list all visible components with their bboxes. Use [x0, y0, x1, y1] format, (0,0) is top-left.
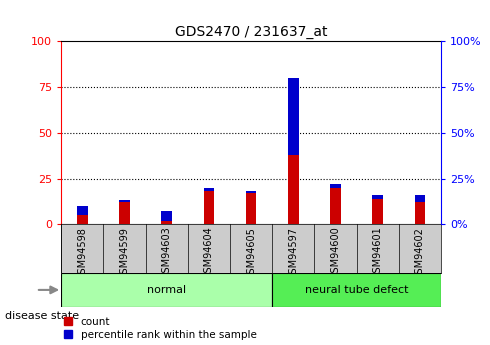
Bar	[330, 184, 341, 188]
Text: GSM94604: GSM94604	[204, 227, 214, 279]
Bar	[330, 188, 341, 224]
Legend: count, percentile rank within the sample: count, percentile rank within the sample	[64, 317, 257, 340]
Bar	[415, 195, 425, 224]
Bar	[246, 191, 256, 193]
Bar	[77, 215, 88, 224]
Bar	[162, 220, 172, 224]
Bar	[246, 193, 256, 224]
Text: GSM94605: GSM94605	[246, 227, 256, 279]
Bar	[61, 273, 272, 307]
Text: GSM94600: GSM94600	[331, 227, 341, 279]
Text: GSM94601: GSM94601	[373, 227, 383, 279]
Text: GSM94598: GSM94598	[77, 227, 87, 279]
Bar	[272, 273, 441, 307]
Bar	[415, 195, 425, 202]
Bar	[119, 200, 130, 202]
Bar	[288, 78, 298, 155]
Bar	[204, 188, 214, 191]
Text: normal: normal	[147, 285, 186, 295]
Text: GSM94599: GSM94599	[120, 227, 129, 279]
Bar	[372, 199, 383, 224]
Text: GSM94603: GSM94603	[162, 227, 172, 279]
Bar	[372, 195, 383, 199]
Title: GDS2470 / 231637_at: GDS2470 / 231637_at	[175, 25, 327, 39]
Bar	[288, 78, 298, 224]
Bar	[77, 206, 88, 215]
Text: disease state: disease state	[5, 311, 79, 321]
Bar	[162, 211, 172, 220]
Text: GSM94602: GSM94602	[415, 227, 425, 279]
Bar	[204, 191, 214, 224]
Text: GSM94597: GSM94597	[288, 227, 298, 280]
Text: neural tube defect: neural tube defect	[305, 285, 408, 295]
Bar	[119, 202, 130, 224]
